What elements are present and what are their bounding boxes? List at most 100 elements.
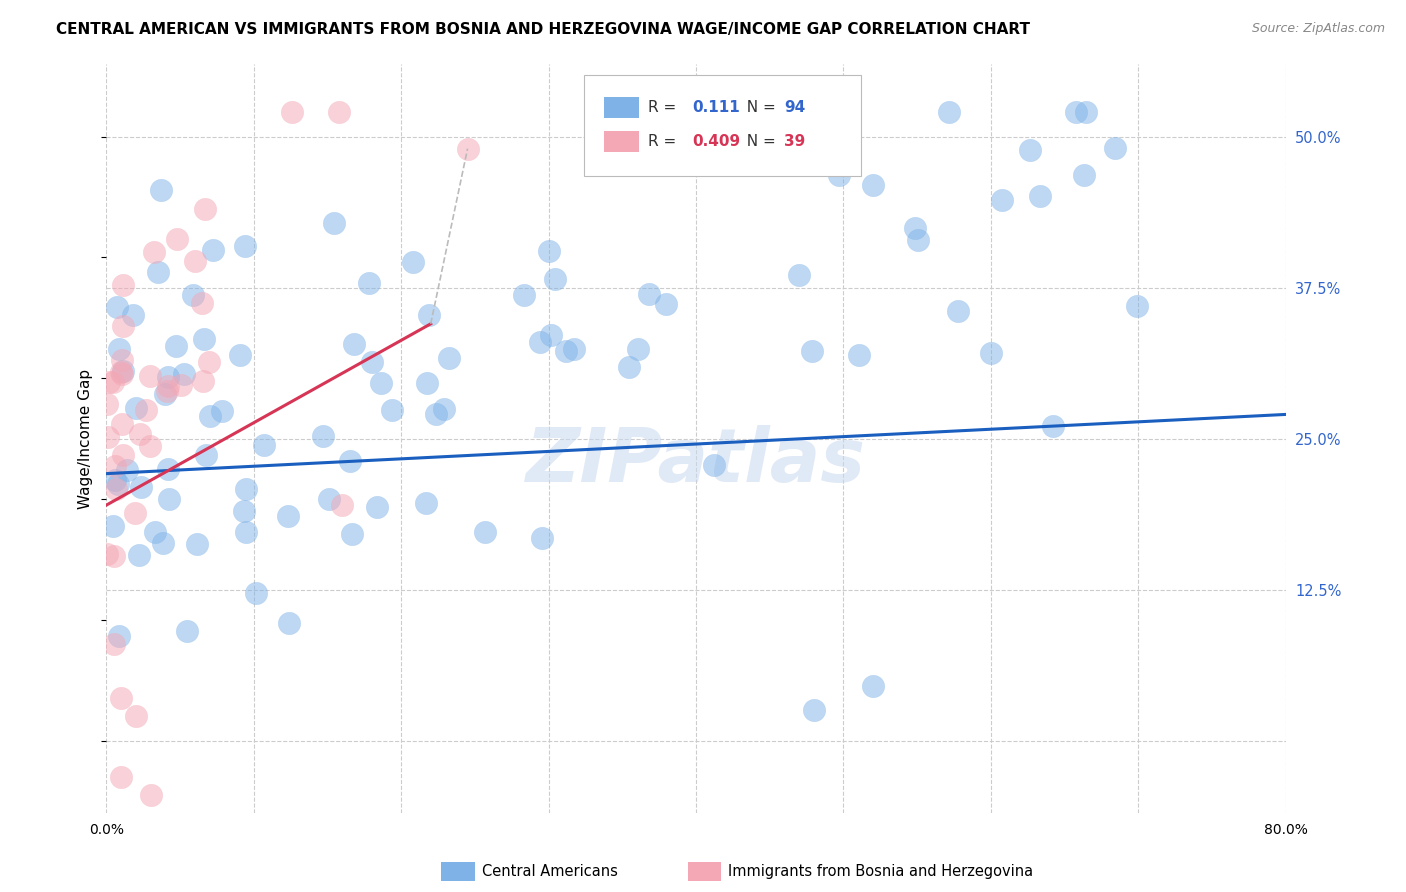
- Point: [105, 301, 128, 315]
- Point: [101, 518, 124, 533]
- Text: 94: 94: [785, 100, 806, 115]
- Point: [437, 351, 460, 365]
- Point: [433, 401, 456, 416]
- FancyBboxPatch shape: [605, 97, 640, 118]
- Text: N =: N =: [737, 135, 780, 150]
- Point: [342, 526, 364, 541]
- Point: [170, 378, 193, 392]
- Y-axis label: Wage/Income Gap: Wage/Income Gap: [79, 368, 93, 508]
- Point: [111, 368, 134, 382]
- Point: [191, 296, 214, 310]
- Point: [312, 429, 335, 443]
- Point: [862, 178, 884, 192]
- Point: [186, 537, 208, 551]
- Point: [110, 417, 132, 432]
- Point: [165, 338, 187, 352]
- Point: [703, 458, 725, 473]
- Point: [418, 309, 440, 323]
- Point: [235, 524, 257, 539]
- Point: [401, 254, 423, 268]
- Point: [146, 265, 169, 279]
- Point: [107, 477, 129, 491]
- Point: [801, 344, 824, 359]
- Point: [562, 342, 585, 356]
- Point: [381, 403, 404, 417]
- Point: [848, 348, 870, 362]
- Point: [195, 448, 218, 462]
- Point: [638, 287, 661, 301]
- Point: [166, 232, 188, 246]
- Point: [112, 449, 135, 463]
- Point: [277, 509, 299, 524]
- Point: [416, 376, 439, 390]
- Point: [544, 272, 567, 286]
- Point: [617, 360, 640, 375]
- Point: [157, 462, 180, 476]
- Point: [1028, 188, 1050, 202]
- Point: [330, 498, 353, 512]
- Point: [101, 375, 124, 389]
- Text: ZIPatlas: ZIPatlas: [526, 425, 866, 498]
- Point: [184, 254, 207, 268]
- Point: [862, 679, 884, 693]
- Point: [153, 386, 176, 401]
- Point: [143, 524, 166, 539]
- Point: [425, 407, 447, 421]
- Point: [229, 348, 252, 362]
- Point: [152, 536, 174, 550]
- Point: [156, 370, 179, 384]
- Point: [135, 402, 157, 417]
- Point: [980, 346, 1002, 360]
- Point: [323, 216, 346, 230]
- Text: Source: ZipAtlas.com: Source: ZipAtlas.com: [1251, 22, 1385, 36]
- Point: [990, 194, 1012, 208]
- Point: [529, 334, 551, 349]
- Point: [129, 426, 152, 441]
- Point: [235, 483, 257, 497]
- Point: [555, 344, 578, 359]
- Text: R =: R =: [648, 135, 681, 150]
- Point: [103, 637, 125, 651]
- Point: [181, 288, 204, 302]
- Point: [194, 202, 217, 216]
- Point: [339, 453, 361, 467]
- Point: [474, 524, 496, 539]
- Point: [115, 463, 138, 477]
- Point: [173, 368, 195, 382]
- Point: [97, 375, 120, 389]
- Point: [198, 409, 221, 423]
- Text: 0.409: 0.409: [693, 135, 741, 150]
- Point: [211, 404, 233, 418]
- Text: 0.111: 0.111: [693, 100, 740, 115]
- Point: [156, 384, 179, 399]
- Point: [281, 105, 304, 120]
- Point: [201, 244, 224, 258]
- Point: [370, 376, 392, 391]
- Point: [107, 342, 129, 356]
- Point: [104, 459, 127, 474]
- Point: [907, 234, 929, 248]
- Point: [1126, 299, 1149, 313]
- Point: [233, 504, 256, 518]
- Point: [537, 244, 560, 259]
- Point: [111, 318, 134, 333]
- Point: [328, 105, 350, 120]
- Point: [103, 549, 125, 563]
- Point: [787, 268, 810, 283]
- FancyBboxPatch shape: [583, 75, 860, 177]
- Point: [122, 308, 145, 322]
- Point: [110, 366, 132, 380]
- Point: [803, 703, 825, 717]
- Point: [540, 328, 562, 343]
- Point: [176, 624, 198, 639]
- Point: [366, 500, 388, 514]
- Point: [318, 491, 340, 506]
- Point: [415, 496, 437, 510]
- Point: [1064, 105, 1087, 120]
- Point: [245, 586, 267, 600]
- Point: [150, 183, 173, 197]
- Point: [107, 629, 129, 643]
- Point: [128, 549, 150, 563]
- Point: [827, 169, 849, 183]
- Point: [111, 364, 134, 378]
